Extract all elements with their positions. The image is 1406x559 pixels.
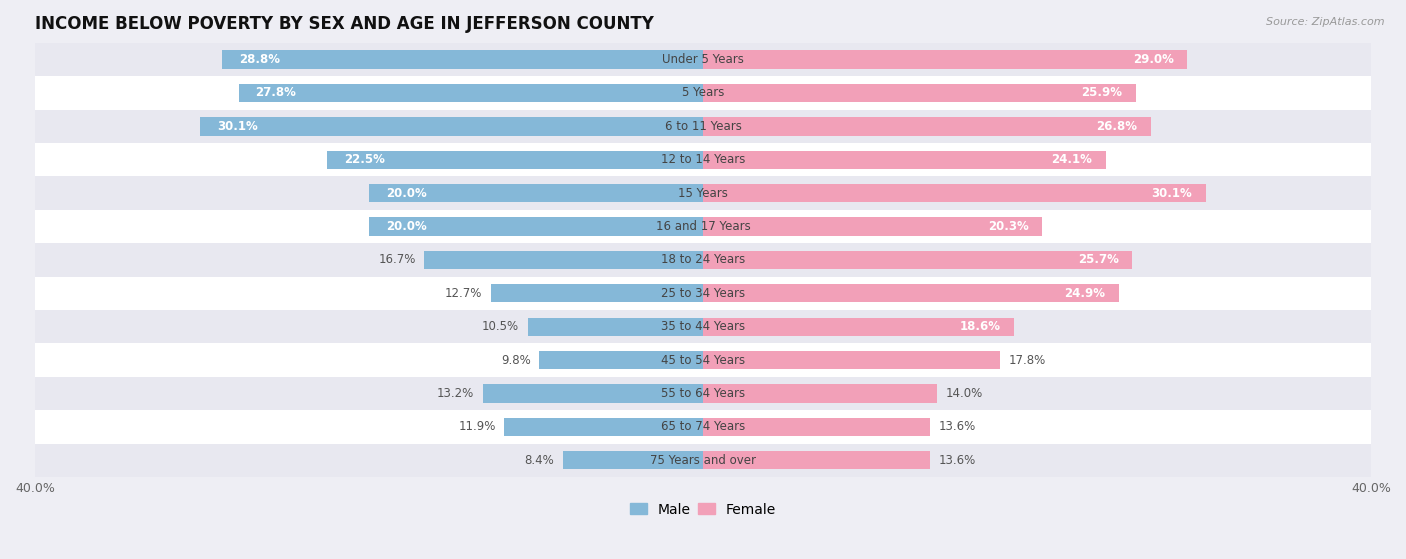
Text: 28.8%: 28.8%	[239, 53, 280, 66]
Bar	[368, 184, 703, 202]
Text: 30.1%: 30.1%	[217, 120, 257, 133]
Bar	[35, 377, 1371, 410]
Text: 11.9%: 11.9%	[458, 420, 496, 433]
Bar	[425, 251, 703, 269]
Text: 26.8%: 26.8%	[1097, 120, 1137, 133]
Bar	[482, 384, 703, 402]
Bar	[703, 184, 1206, 202]
Bar	[703, 418, 931, 436]
Text: 35 to 44 Years: 35 to 44 Years	[661, 320, 745, 333]
Bar	[703, 318, 1014, 336]
Bar	[35, 410, 1371, 443]
Text: 8.4%: 8.4%	[524, 454, 554, 467]
Text: 18 to 24 Years: 18 to 24 Years	[661, 253, 745, 267]
Text: 12 to 14 Years: 12 to 14 Years	[661, 153, 745, 166]
Bar	[35, 310, 1371, 343]
Bar	[35, 110, 1371, 143]
Bar	[703, 351, 1000, 369]
Text: 27.8%: 27.8%	[256, 87, 297, 100]
Text: 13.2%: 13.2%	[437, 387, 474, 400]
Text: 9.8%: 9.8%	[501, 354, 531, 367]
Bar	[505, 418, 703, 436]
Text: 14.0%: 14.0%	[945, 387, 983, 400]
Bar	[540, 351, 703, 369]
Bar	[703, 451, 931, 470]
Bar	[703, 251, 1132, 269]
Bar	[328, 150, 703, 169]
Text: 22.5%: 22.5%	[344, 153, 385, 166]
Bar	[35, 243, 1371, 277]
Text: 16 and 17 Years: 16 and 17 Years	[655, 220, 751, 233]
Bar	[35, 143, 1371, 177]
Bar	[35, 177, 1371, 210]
Text: 6 to 11 Years: 6 to 11 Years	[665, 120, 741, 133]
Legend: Male, Female: Male, Female	[624, 497, 782, 522]
Bar	[35, 76, 1371, 110]
Text: INCOME BELOW POVERTY BY SEX AND AGE IN JEFFERSON COUNTY: INCOME BELOW POVERTY BY SEX AND AGE IN J…	[35, 15, 654, 33]
Text: 17.8%: 17.8%	[1008, 354, 1046, 367]
Text: 13.6%: 13.6%	[938, 420, 976, 433]
Bar	[703, 384, 936, 402]
Text: 13.6%: 13.6%	[938, 454, 976, 467]
Text: 25.7%: 25.7%	[1078, 253, 1119, 267]
Text: 20.0%: 20.0%	[385, 187, 426, 200]
Text: 5 Years: 5 Years	[682, 87, 724, 100]
Bar	[562, 451, 703, 470]
Bar	[703, 50, 1187, 69]
Bar	[368, 217, 703, 236]
Bar	[35, 277, 1371, 310]
Bar	[703, 150, 1105, 169]
Text: 75 Years and over: 75 Years and over	[650, 454, 756, 467]
Text: 29.0%: 29.0%	[1133, 53, 1174, 66]
Bar	[703, 84, 1136, 102]
Bar	[222, 50, 703, 69]
Bar	[527, 318, 703, 336]
Bar	[35, 343, 1371, 377]
Text: 25.9%: 25.9%	[1081, 87, 1122, 100]
Text: 10.5%: 10.5%	[482, 320, 519, 333]
Text: 15 Years: 15 Years	[678, 187, 728, 200]
Bar	[35, 43, 1371, 76]
Text: 20.0%: 20.0%	[385, 220, 426, 233]
Text: 24.1%: 24.1%	[1052, 153, 1092, 166]
Text: 25 to 34 Years: 25 to 34 Years	[661, 287, 745, 300]
Text: 18.6%: 18.6%	[959, 320, 1000, 333]
Bar	[703, 284, 1119, 302]
Text: Under 5 Years: Under 5 Years	[662, 53, 744, 66]
Text: 20.3%: 20.3%	[988, 220, 1029, 233]
Bar	[239, 84, 703, 102]
Bar	[35, 443, 1371, 477]
Text: 30.1%: 30.1%	[1152, 187, 1192, 200]
Text: 12.7%: 12.7%	[446, 287, 482, 300]
Bar	[35, 210, 1371, 243]
Text: 16.7%: 16.7%	[378, 253, 416, 267]
Bar	[703, 117, 1150, 135]
Text: 45 to 54 Years: 45 to 54 Years	[661, 354, 745, 367]
Text: 24.9%: 24.9%	[1064, 287, 1105, 300]
Bar	[200, 117, 703, 135]
Text: Source: ZipAtlas.com: Source: ZipAtlas.com	[1267, 17, 1385, 27]
Text: 55 to 64 Years: 55 to 64 Years	[661, 387, 745, 400]
Bar	[703, 217, 1042, 236]
Text: 65 to 74 Years: 65 to 74 Years	[661, 420, 745, 433]
Bar	[491, 284, 703, 302]
